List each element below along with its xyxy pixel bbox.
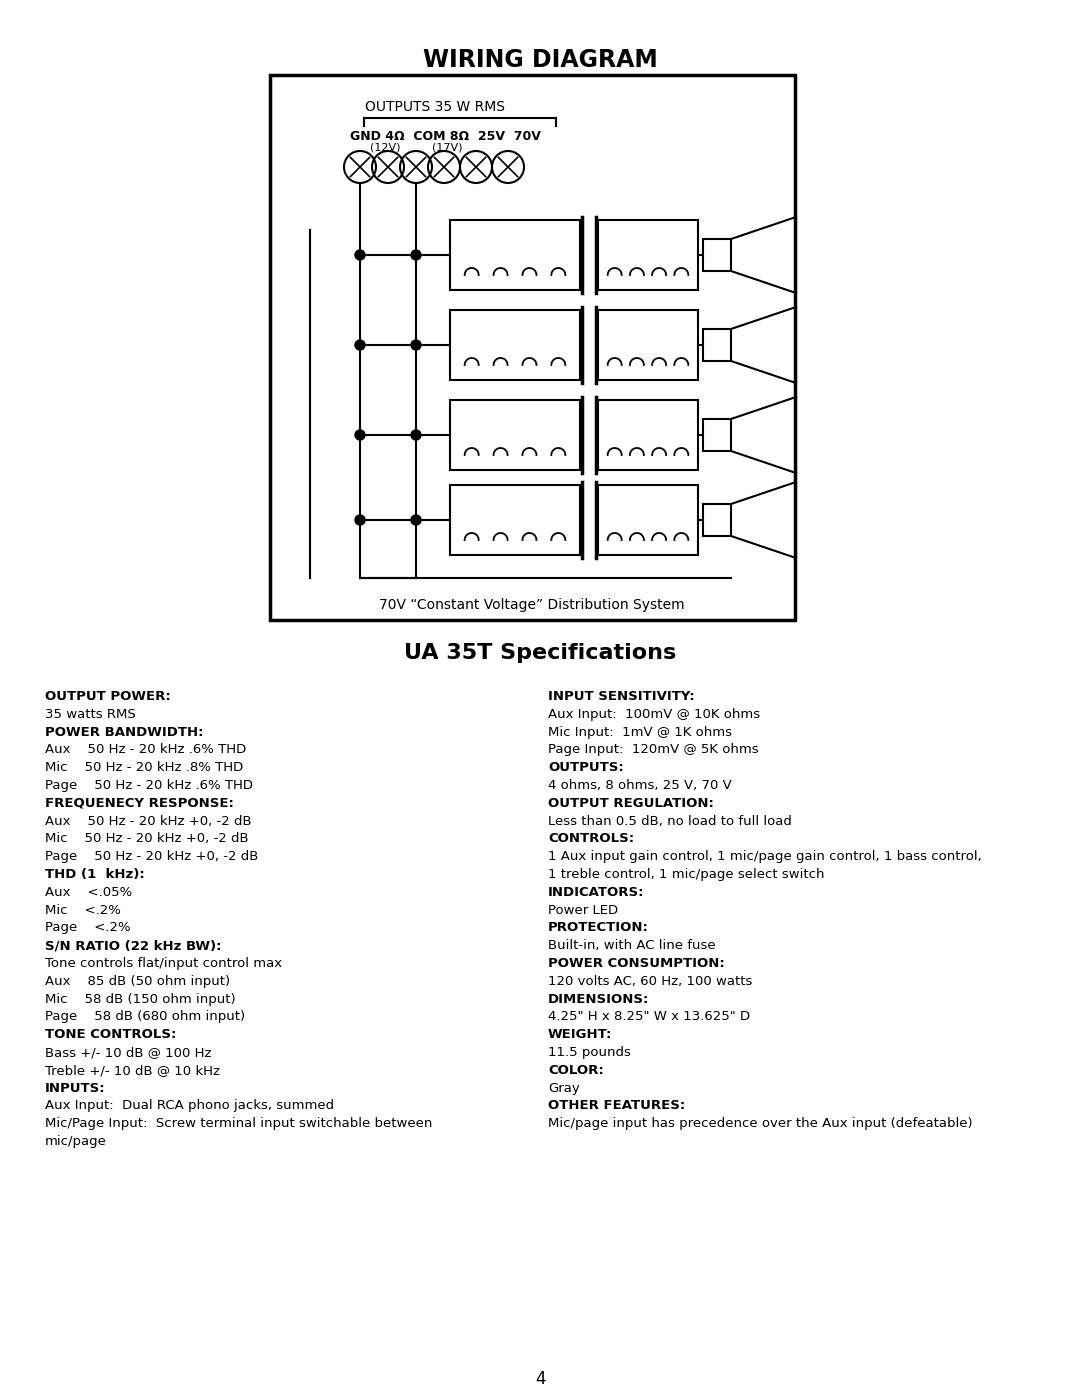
Text: Mic    50 Hz - 20 kHz +0, -2 dB: Mic 50 Hz - 20 kHz +0, -2 dB <box>45 833 248 845</box>
Text: POWER CONSUMPTION:: POWER CONSUMPTION: <box>548 957 725 970</box>
Text: Mic/Page Input:  Screw terminal input switchable between: Mic/Page Input: Screw terminal input swi… <box>45 1118 432 1130</box>
Text: Mic    <.2%: Mic <.2% <box>45 904 121 916</box>
Text: THD (1  kHz):: THD (1 kHz): <box>45 868 145 882</box>
Bar <box>598 400 698 469</box>
Circle shape <box>411 339 421 351</box>
Text: FREQUENECY RESPONSE:: FREQUENECY RESPONSE: <box>45 796 234 810</box>
Bar <box>703 419 731 451</box>
Text: Bass +/- 10 dB @ 100 Hz: Bass +/- 10 dB @ 100 Hz <box>45 1046 212 1059</box>
Text: Power LED: Power LED <box>548 904 618 916</box>
Text: GND 4Ω  COM 8Ω  25V  70V: GND 4Ω COM 8Ω 25V 70V <box>350 130 541 142</box>
Bar <box>598 485 698 555</box>
Bar <box>598 310 698 380</box>
Bar <box>270 75 795 620</box>
Text: Aux    50 Hz - 20 kHz .6% THD: Aux 50 Hz - 20 kHz .6% THD <box>45 743 246 756</box>
Text: Page Input:  120mV @ 5K ohms: Page Input: 120mV @ 5K ohms <box>548 743 758 756</box>
Text: Aux    <.05%: Aux <.05% <box>45 886 132 898</box>
Bar <box>703 504 731 536</box>
Text: CONTROLS:: CONTROLS: <box>548 833 634 845</box>
Text: INPUT SENSITIVITY:: INPUT SENSITIVITY: <box>548 690 694 703</box>
Text: COLOR:: COLOR: <box>548 1063 604 1077</box>
Text: INDICATORS:: INDICATORS: <box>548 886 645 898</box>
Circle shape <box>355 515 365 525</box>
Circle shape <box>355 430 365 440</box>
Text: 1 treble control, 1 mic/page select switch: 1 treble control, 1 mic/page select swit… <box>548 868 824 882</box>
Text: Tone controls flat/input control max: Tone controls flat/input control max <box>45 957 282 970</box>
Text: 4: 4 <box>535 1370 545 1389</box>
Circle shape <box>355 339 365 351</box>
Text: OUTPUTS 35 W RMS: OUTPUTS 35 W RMS <box>365 101 505 115</box>
Text: WIRING DIAGRAM: WIRING DIAGRAM <box>422 47 658 73</box>
Text: Mic    58 dB (150 ohm input): Mic 58 dB (150 ohm input) <box>45 993 235 1006</box>
Circle shape <box>411 515 421 525</box>
Text: mic/page: mic/page <box>45 1134 107 1148</box>
Text: OUTPUT POWER:: OUTPUT POWER: <box>45 690 171 703</box>
Bar <box>450 400 580 469</box>
Circle shape <box>355 250 365 260</box>
Text: DIMENSIONS:: DIMENSIONS: <box>548 993 649 1006</box>
Text: (17V): (17V) <box>432 142 462 154</box>
Text: UA 35T Specifications: UA 35T Specifications <box>404 643 676 664</box>
Text: S/N RATIO (22 kHz BW):: S/N RATIO (22 kHz BW): <box>45 939 221 953</box>
Text: Page    50 Hz - 20 kHz .6% THD: Page 50 Hz - 20 kHz .6% THD <box>45 780 253 792</box>
Text: POWER BANDWIDTH:: POWER BANDWIDTH: <box>45 725 203 739</box>
Text: Aux Input:  Dual RCA phono jacks, summed: Aux Input: Dual RCA phono jacks, summed <box>45 1099 334 1112</box>
Circle shape <box>411 430 421 440</box>
Text: Aux Input:  100mV @ 10K ohms: Aux Input: 100mV @ 10K ohms <box>548 708 760 721</box>
Bar <box>450 485 580 555</box>
Text: Aux    50 Hz - 20 kHz +0, -2 dB: Aux 50 Hz - 20 kHz +0, -2 dB <box>45 814 252 827</box>
Text: Page    50 Hz - 20 kHz +0, -2 dB: Page 50 Hz - 20 kHz +0, -2 dB <box>45 851 258 863</box>
Text: OUTPUT REGULATION:: OUTPUT REGULATION: <box>548 796 714 810</box>
Bar <box>450 219 580 291</box>
Bar <box>703 239 731 271</box>
Text: Mic    50 Hz - 20 kHz .8% THD: Mic 50 Hz - 20 kHz .8% THD <box>45 761 243 774</box>
Text: PROTECTION:: PROTECTION: <box>548 922 649 935</box>
Text: 35 watts RMS: 35 watts RMS <box>45 708 136 721</box>
Text: Built-in, with AC line fuse: Built-in, with AC line fuse <box>548 939 716 953</box>
Text: 1 Aux input gain control, 1 mic/page gain control, 1 bass control,: 1 Aux input gain control, 1 mic/page gai… <box>548 851 982 863</box>
Bar <box>598 219 698 291</box>
Text: Mic/page input has precedence over the Aux input (defeatable): Mic/page input has precedence over the A… <box>548 1118 973 1130</box>
Text: 4.25" H x 8.25" W x 13.625" D: 4.25" H x 8.25" W x 13.625" D <box>548 1010 751 1024</box>
Text: OUTPUTS:: OUTPUTS: <box>548 761 624 774</box>
Circle shape <box>411 250 421 260</box>
Text: (12V): (12V) <box>370 142 401 154</box>
Text: TONE CONTROLS:: TONE CONTROLS: <box>45 1028 176 1041</box>
Text: Gray: Gray <box>548 1081 580 1095</box>
Text: Page    <.2%: Page <.2% <box>45 922 131 935</box>
Text: 120 volts AC, 60 Hz, 100 watts: 120 volts AC, 60 Hz, 100 watts <box>548 975 753 988</box>
Text: INPUTS:: INPUTS: <box>45 1081 106 1095</box>
Text: 11.5 pounds: 11.5 pounds <box>548 1046 631 1059</box>
Text: Page    58 dB (680 ohm input): Page 58 dB (680 ohm input) <box>45 1010 245 1024</box>
Text: Treble +/- 10 dB @ 10 kHz: Treble +/- 10 dB @ 10 kHz <box>45 1063 220 1077</box>
Bar <box>703 330 731 360</box>
Text: Mic Input:  1mV @ 1K ohms: Mic Input: 1mV @ 1K ohms <box>548 725 732 739</box>
Text: OTHER FEATURES:: OTHER FEATURES: <box>548 1099 685 1112</box>
Text: 4 ohms, 8 ohms, 25 V, 70 V: 4 ohms, 8 ohms, 25 V, 70 V <box>548 780 732 792</box>
Text: 70V “Constant Voltage” Distribution System: 70V “Constant Voltage” Distribution Syst… <box>379 598 685 612</box>
Text: Less than 0.5 dB, no load to full load: Less than 0.5 dB, no load to full load <box>548 814 792 827</box>
Text: WEIGHT:: WEIGHT: <box>548 1028 612 1041</box>
Bar <box>450 310 580 380</box>
Text: Aux    85 dB (50 ohm input): Aux 85 dB (50 ohm input) <box>45 975 230 988</box>
